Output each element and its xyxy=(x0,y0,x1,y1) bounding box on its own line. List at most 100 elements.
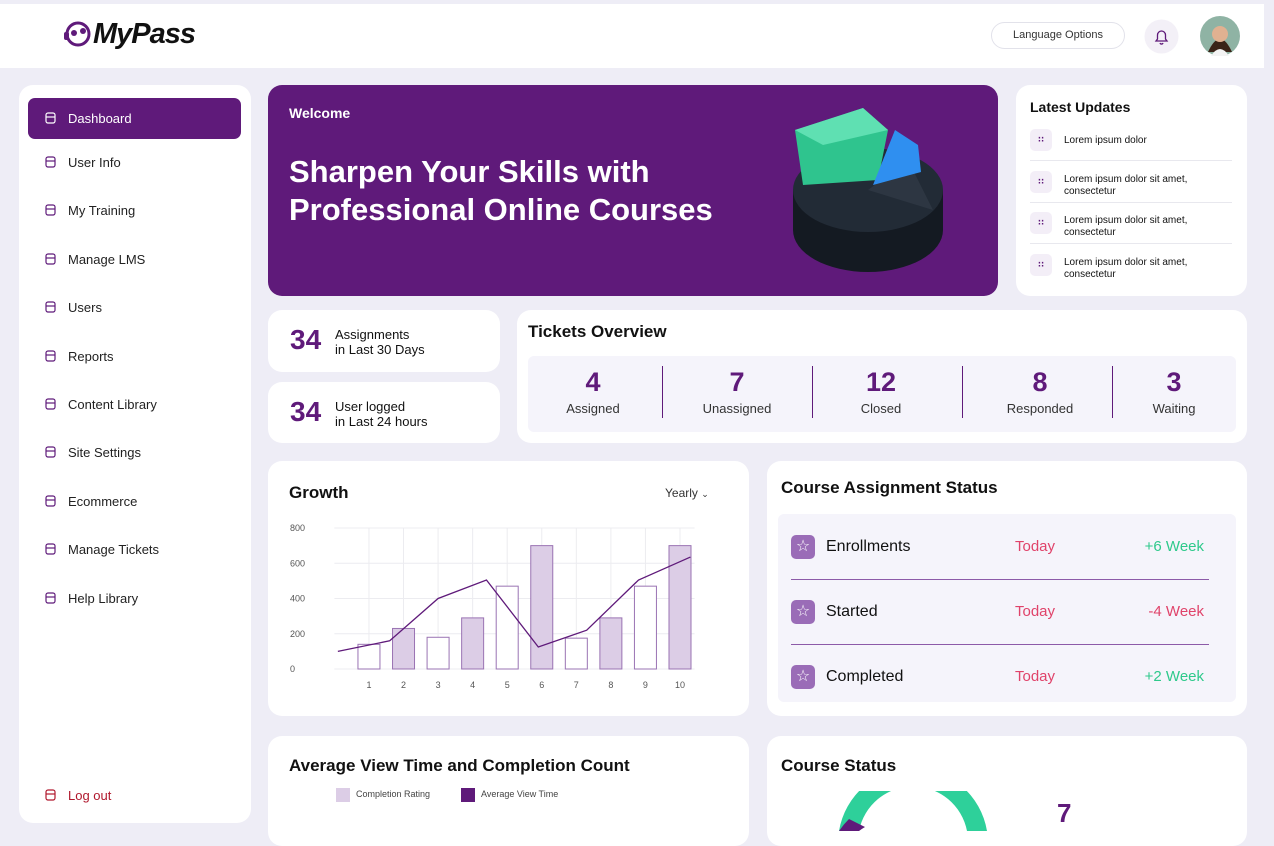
bar xyxy=(495,585,519,670)
stat-label: in Last 30 Days xyxy=(335,342,425,357)
x-tick-label: 7 xyxy=(574,680,579,690)
headline: Sharpen Your Skills with Professional On… xyxy=(289,153,713,229)
legend-swatch xyxy=(461,788,475,802)
icon-shape xyxy=(45,543,56,555)
stat-card: 34 User logged in Last 24 hours xyxy=(268,382,500,443)
logout[interactable]: Log out xyxy=(68,788,112,803)
course-status-card: Course Status 7 xyxy=(767,736,1247,846)
x-tick-label: 4 xyxy=(470,680,475,690)
course-status-value: 7 xyxy=(1057,798,1072,828)
y-tick-label: 400 xyxy=(290,594,305,604)
ticket-divider xyxy=(662,366,663,418)
tickets-box: 4 Assigned 7 Unassigned 12 Closed 8 Responded 3 W… xyxy=(528,356,1236,432)
logo-icon xyxy=(64,21,91,47)
growth-card: Growth Yearly ⌄ 0 200 400 600 800 1 2 3 4 5 6 7 8 9 10 xyxy=(268,461,749,716)
course-assignment-title: Course Assignment Status xyxy=(781,478,998,497)
menu-item[interactable]: Dashboard xyxy=(68,111,132,126)
icon-shape xyxy=(45,253,56,265)
stat-label: in Last 24 hours xyxy=(335,414,428,429)
menu-icon xyxy=(45,253,56,265)
update-icon: ∷ xyxy=(1030,212,1052,234)
legend-label: Average View Time xyxy=(481,789,559,799)
latest-updates: Latest Updates ∷ Lorem ipsum dolor ∷ Lorem … xyxy=(1016,85,1247,296)
menu-icon xyxy=(45,156,56,168)
menu-icon xyxy=(45,204,56,216)
tickets-overview: Tickets Overview 4 Assigned 7 Unassigned 12 C… xyxy=(517,310,1247,443)
x-tick-label: 1 xyxy=(366,680,371,690)
update-separator xyxy=(1030,160,1232,161)
stat-value: 34 xyxy=(290,396,322,427)
menu-item[interactable]: Content Library xyxy=(68,397,157,412)
menu-icon xyxy=(45,495,56,507)
x-tick-label: 9 xyxy=(643,680,648,690)
growth-chart: 0 200 400 600 800 1 2 3 4 5 6 7 8 9 10 xyxy=(290,523,695,690)
tickets-title: Tickets Overview xyxy=(528,322,667,341)
course-status-title: Course Status xyxy=(781,756,897,775)
period-label: Yearly xyxy=(665,486,698,500)
language-button[interactable]: Language Options xyxy=(991,22,1125,49)
ticket-label: Unassigned xyxy=(702,401,772,416)
menu-item[interactable]: My Training xyxy=(68,203,136,219)
ticket-label: Closed xyxy=(860,401,902,416)
menu-item[interactable]: Ecommerce xyxy=(68,493,138,509)
update-text: Lorem ipsum dolor sit amet, consectetur xyxy=(1064,215,1188,238)
menu-item[interactable]: Site Settings xyxy=(68,445,141,461)
x-tick-label: 6 xyxy=(539,680,544,690)
banner-illustration xyxy=(793,108,943,272)
menu-item[interactable]: Users xyxy=(68,300,102,316)
ticket-value: 4 xyxy=(585,367,601,397)
x-tick-label: 3 xyxy=(436,680,441,690)
menu-icon xyxy=(45,112,56,124)
icon-shape xyxy=(45,446,56,458)
notification-button[interactable] xyxy=(1144,19,1179,54)
bar xyxy=(599,617,623,670)
stat-label: Assignments xyxy=(335,327,410,342)
row-change: +6 Week xyxy=(1144,538,1204,555)
menu-item[interactable]: User Info xyxy=(68,155,121,170)
x-tick-label: 8 xyxy=(608,680,613,690)
bar xyxy=(392,627,416,670)
period-select[interactable]: Yearly ⌄ xyxy=(665,486,709,500)
row-icon: ☆ xyxy=(791,535,815,559)
icon-shape xyxy=(45,204,56,216)
stat-label: User logged xyxy=(335,399,406,414)
y-tick-label: 0 xyxy=(290,664,295,674)
row-day: Today xyxy=(1015,538,1056,555)
active-item-bg[interactable] xyxy=(28,98,241,139)
course-assignment-box: ☆ Enrollments Today +6 Week ☆ Started Today -4 … xyxy=(778,514,1236,702)
menu-item[interactable]: Reports xyxy=(68,348,114,364)
trend-line xyxy=(337,556,691,653)
row-label: Enrollments xyxy=(826,538,911,555)
ticket-value: 3 xyxy=(1166,367,1182,397)
ticket-divider xyxy=(1112,366,1113,418)
stat-card: 34 Assignments in Last 30 Days xyxy=(268,310,500,372)
menu-item[interactable]: Help Library xyxy=(68,590,139,606)
ticket-value: 7 xyxy=(729,367,745,397)
bar xyxy=(668,545,692,670)
avatar[interactable] xyxy=(1200,16,1240,56)
ticket-label: Waiting xyxy=(1152,401,1196,416)
x-tick-label: 2 xyxy=(401,680,406,690)
icon-shape xyxy=(45,301,56,313)
icon-shape xyxy=(45,789,56,801)
row-day: Today xyxy=(1015,668,1056,685)
ticket-value: 12 xyxy=(865,367,897,397)
bar xyxy=(530,545,554,670)
bar xyxy=(357,643,381,670)
menu-item[interactable]: Manage LMS xyxy=(68,251,146,267)
x-tick-label: 10 xyxy=(675,680,685,690)
update-text: Lorem ipsum dolor sit amet, consectetur xyxy=(1064,256,1188,280)
menu-icon xyxy=(45,446,56,458)
updates-title: Latest Updates xyxy=(1030,99,1131,115)
row-day: Today xyxy=(1015,603,1056,620)
legend-swatch xyxy=(336,788,350,802)
course-status-donut xyxy=(839,791,987,831)
ticket-value: 8 xyxy=(1032,367,1048,397)
menu-icon xyxy=(45,301,56,313)
top-bar: MyPass Language Options xyxy=(0,4,1264,68)
icon-shape xyxy=(45,112,56,124)
y-tick-label: 600 xyxy=(290,558,305,568)
menu-item[interactable]: Manage Tickets xyxy=(68,542,160,558)
row-icon: ☆ xyxy=(791,600,815,624)
